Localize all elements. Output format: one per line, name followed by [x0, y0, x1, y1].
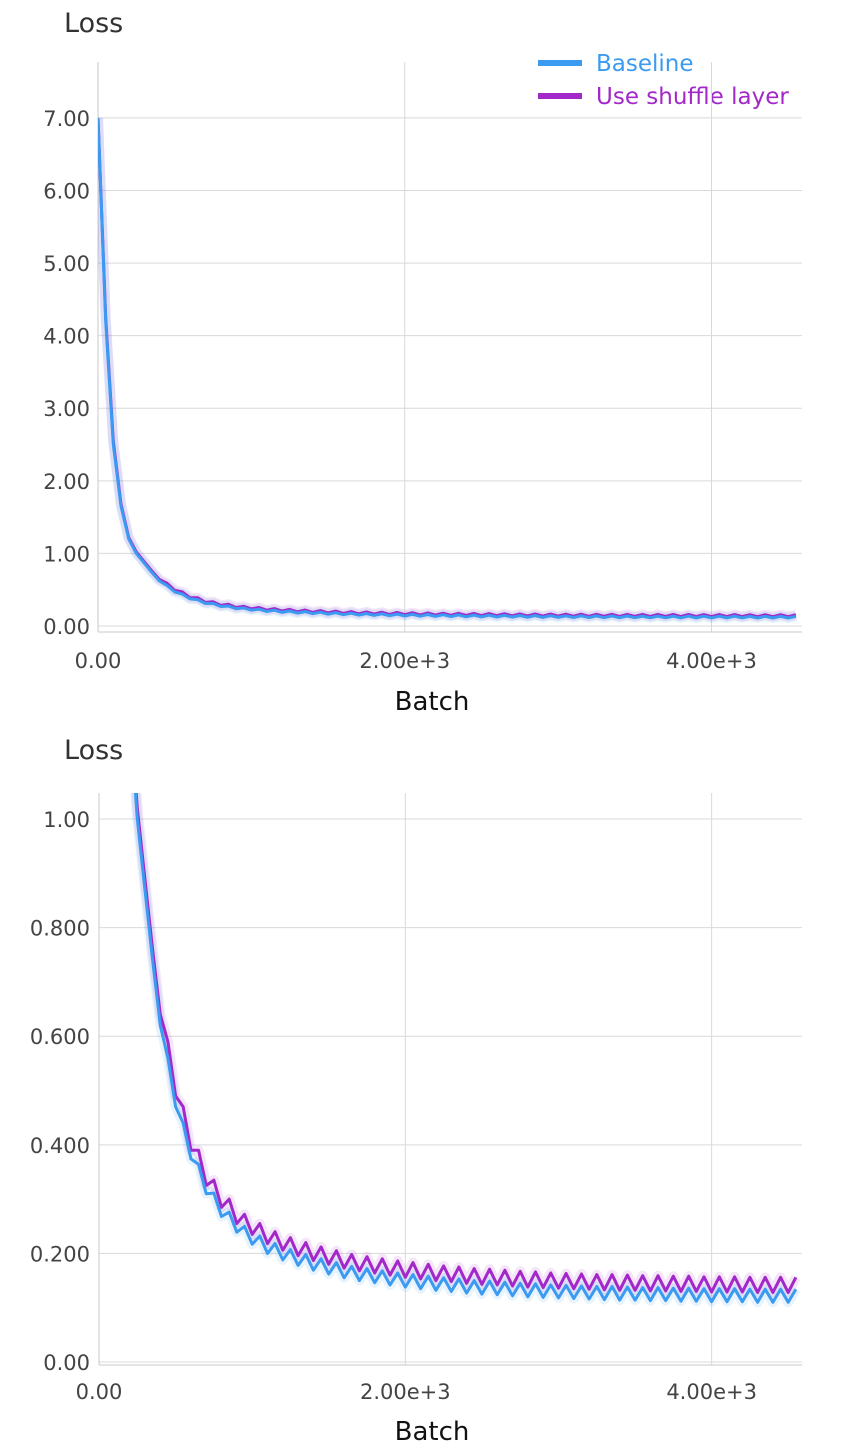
y-tick-label: 0.600 [30, 1025, 90, 1049]
y-tick-label: 0.200 [30, 1242, 90, 1266]
series-line-baseline [98, 117, 797, 620]
x-tick-label: 2.00e+3 [360, 1380, 451, 1404]
y-tick-label: 1.00 [43, 542, 90, 566]
legend-swatch-baseline [538, 60, 582, 66]
y-tick-label: 6.00 [43, 179, 90, 203]
series-line-shuffle [98, 117, 797, 619]
loss-chart-full: Loss Batch Baseline Use shuffle layer 0.… [43, 8, 802, 717]
loss-chart-zoomed: Loss Batch 0.00 0.200 0.400 0.600 0.800 1.00 0… [30, 735, 802, 1447]
legend: Baseline Use shuffle layer [538, 51, 789, 110]
x-axis-label: Batch [395, 687, 470, 717]
y-tick-label: 3.00 [43, 397, 90, 421]
chart-title: Loss [64, 735, 123, 766]
legend-swatch-shuffle [538, 93, 582, 99]
chart-title: Loss [64, 8, 123, 39]
y-tick-label: 1.00 [43, 808, 90, 832]
legend-label-baseline: Baseline [596, 51, 694, 77]
series-line-baseline [133, 793, 798, 1304]
x-tick-label: 0.00 [76, 1380, 123, 1404]
x-tick-label: 0.00 [75, 649, 122, 673]
plot-area [98, 117, 798, 623]
y-tick-label: 5.00 [43, 252, 90, 276]
y-tick-label: 0.400 [30, 1134, 90, 1158]
y-tick-label: 2.00 [43, 470, 90, 494]
series-line-shuffle [134, 793, 798, 1294]
series-band-baseline [98, 117, 797, 623]
x-tick-label: 4.00e+3 [666, 1380, 757, 1404]
x-tick-label: 4.00e+3 [666, 649, 757, 673]
y-tick-label: 0.00 [43, 615, 90, 639]
x-tick-label: 2.00e+3 [359, 649, 450, 673]
y-tick-label: 0.00 [43, 1351, 90, 1375]
x-axis-label: Batch [395, 1417, 470, 1447]
series-band-shuffle [98, 117, 798, 622]
series-band-shuffle [131, 793, 801, 1298]
y-tick-label: 4.00 [43, 325, 90, 349]
y-tick-label: 7.00 [43, 107, 90, 131]
plot-area [130, 793, 801, 1308]
y-tick-label: 0.800 [30, 917, 90, 941]
legend-label-shuffle: Use shuffle layer [596, 84, 789, 110]
